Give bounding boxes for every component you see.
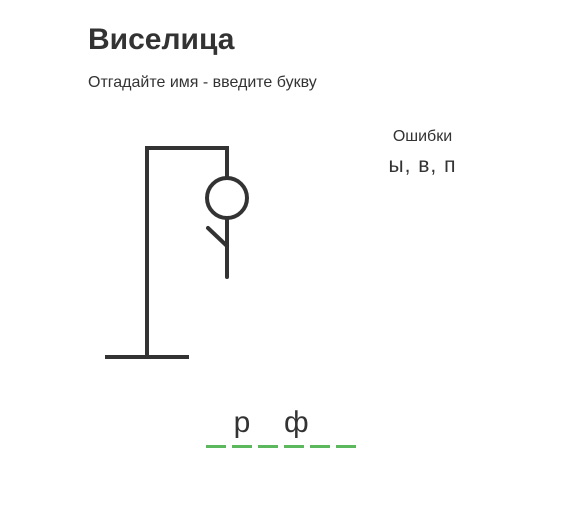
letter-slot <box>310 400 330 448</box>
word-display: р ф <box>206 400 356 448</box>
letter-slot: р <box>232 400 252 448</box>
letter-underline <box>336 445 356 448</box>
letter-underline <box>232 445 252 448</box>
page-title: Виселица <box>88 23 235 56</box>
letter-underline <box>206 445 226 448</box>
letter-slot <box>206 400 226 448</box>
letter: ф <box>284 406 309 439</box>
wrong-guesses-panel: Ошибки ы, в, п <box>370 127 475 179</box>
letter-slot <box>258 400 278 448</box>
letter-underline <box>258 445 278 448</box>
letter: р <box>233 406 251 439</box>
letter-slot <box>336 400 356 448</box>
wrong-guesses-label: Ошибки <box>392 128 453 145</box>
instructions: Отгадайте имя - введите букву <box>88 74 317 91</box>
figure-head <box>205 176 249 220</box>
figure-left-arm <box>206 226 229 248</box>
wrong-guesses-letters: ы, в, п <box>388 154 457 177</box>
hangman-figure <box>205 176 249 279</box>
gallows-frame <box>105 146 229 359</box>
letter-underline <box>284 445 304 448</box>
letter-underline <box>310 445 330 448</box>
letter-slot: ф <box>284 400 309 448</box>
